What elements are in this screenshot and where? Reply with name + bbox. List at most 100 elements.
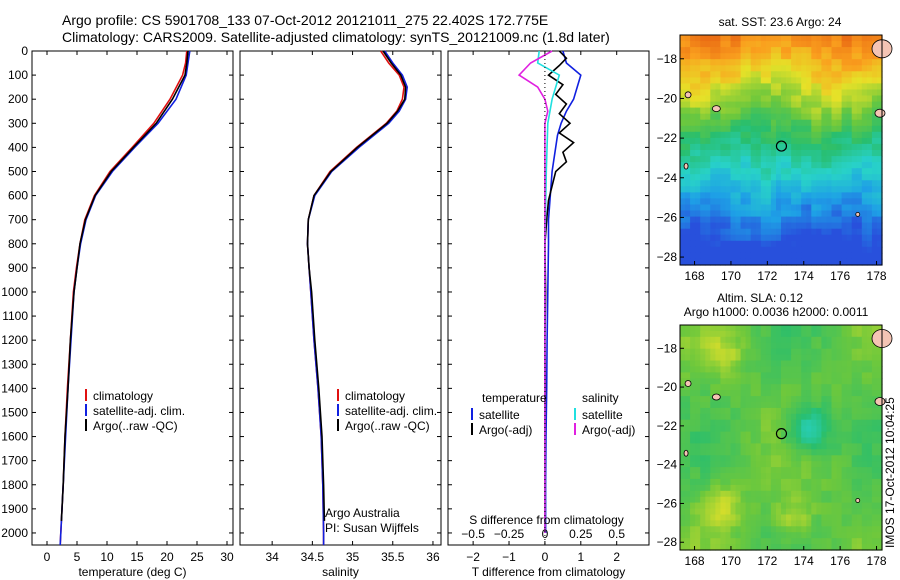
map-cell xyxy=(765,53,772,60)
map-cell xyxy=(861,83,868,91)
map-cell xyxy=(725,131,732,139)
map-cell xyxy=(791,83,797,91)
map-cell xyxy=(755,71,762,78)
map-cell xyxy=(821,478,827,486)
map-cell xyxy=(776,83,782,91)
map-cell xyxy=(811,228,817,236)
map-cell xyxy=(821,107,827,115)
map-cell xyxy=(821,473,827,480)
map-cell xyxy=(710,65,716,72)
map-cell xyxy=(760,234,767,242)
map-cell xyxy=(715,496,721,504)
map-cell xyxy=(750,360,757,367)
map-cell xyxy=(770,538,777,545)
map-cell xyxy=(841,77,848,85)
map-cell xyxy=(801,532,807,539)
map-cell xyxy=(750,526,757,533)
map-cell xyxy=(680,431,686,439)
map-cell xyxy=(685,131,691,139)
map-cell xyxy=(765,532,772,539)
island-shape xyxy=(684,91,692,99)
map-cell xyxy=(710,168,716,175)
map-cell xyxy=(796,143,802,151)
map-cell xyxy=(806,419,812,427)
map-cell xyxy=(856,228,863,236)
map-cell xyxy=(781,449,787,456)
map-cell xyxy=(776,35,782,42)
map-cell xyxy=(750,425,757,433)
map-cell xyxy=(765,508,772,516)
map-cell xyxy=(871,192,878,200)
map-cell xyxy=(871,508,878,516)
map-cell xyxy=(871,342,878,350)
map-cell xyxy=(786,467,792,474)
map-cell xyxy=(765,484,772,492)
map-cell xyxy=(801,496,807,504)
map-cell xyxy=(720,119,726,127)
map-cell xyxy=(700,168,706,175)
map-cell xyxy=(816,107,822,115)
map-cell xyxy=(760,496,767,504)
legend-label: Argo(-adj) xyxy=(479,423,532,437)
map-cell xyxy=(735,131,742,139)
series-line-satellite-adj-clim- xyxy=(59,50,191,546)
map-cell xyxy=(680,83,686,91)
map-cell xyxy=(856,125,863,133)
map-cell xyxy=(861,216,868,224)
map-cell xyxy=(700,41,706,48)
map-cell xyxy=(770,107,777,115)
map-cell xyxy=(760,325,767,332)
map-cell xyxy=(826,240,833,248)
map-cell xyxy=(801,484,807,492)
map-cell xyxy=(730,95,737,103)
map-cell xyxy=(781,198,787,206)
map-cell xyxy=(831,204,838,212)
map-cell xyxy=(745,95,752,103)
map-cell xyxy=(781,59,787,66)
map-cell xyxy=(846,336,853,344)
map-cell xyxy=(750,143,757,151)
map-cell xyxy=(710,35,716,42)
map-cell xyxy=(700,186,706,193)
map-cell xyxy=(846,41,853,48)
map-cell xyxy=(796,95,802,103)
map-cell xyxy=(770,204,777,212)
map-cell xyxy=(841,443,848,450)
map-cell xyxy=(871,407,878,415)
map-y-tick-label: −28 xyxy=(657,535,678,549)
map-cell xyxy=(710,425,716,433)
map-cell xyxy=(776,47,782,54)
map-cell xyxy=(710,125,716,133)
x-tick-label: 34 xyxy=(265,550,279,564)
map-cell xyxy=(740,168,747,175)
map-cell xyxy=(755,473,762,480)
map-cell xyxy=(831,354,838,362)
map-cell xyxy=(710,484,716,492)
map-cell xyxy=(680,216,686,224)
map-cell xyxy=(861,240,868,248)
map-cell xyxy=(866,526,873,533)
map-cell xyxy=(841,520,848,527)
map-cell xyxy=(700,484,706,492)
map-cell xyxy=(680,198,686,206)
map-cell xyxy=(745,396,752,403)
map-cell xyxy=(755,378,762,385)
map-cell xyxy=(826,258,833,266)
map-cell xyxy=(866,473,873,480)
map-cell xyxy=(831,449,838,456)
map-cell xyxy=(680,390,686,397)
map-cell xyxy=(856,180,863,187)
map-cell xyxy=(776,325,782,332)
map-cell xyxy=(806,65,812,72)
map-cell xyxy=(866,490,873,498)
map-cell xyxy=(781,41,787,48)
map-cell xyxy=(760,478,767,486)
map-cell xyxy=(786,156,792,163)
map-cell xyxy=(861,53,868,60)
map-cell xyxy=(685,222,691,230)
map-cell xyxy=(821,490,827,498)
map-cell xyxy=(715,186,721,193)
map-cell xyxy=(745,210,752,218)
map-cell xyxy=(700,490,706,498)
map-cell xyxy=(856,449,863,456)
